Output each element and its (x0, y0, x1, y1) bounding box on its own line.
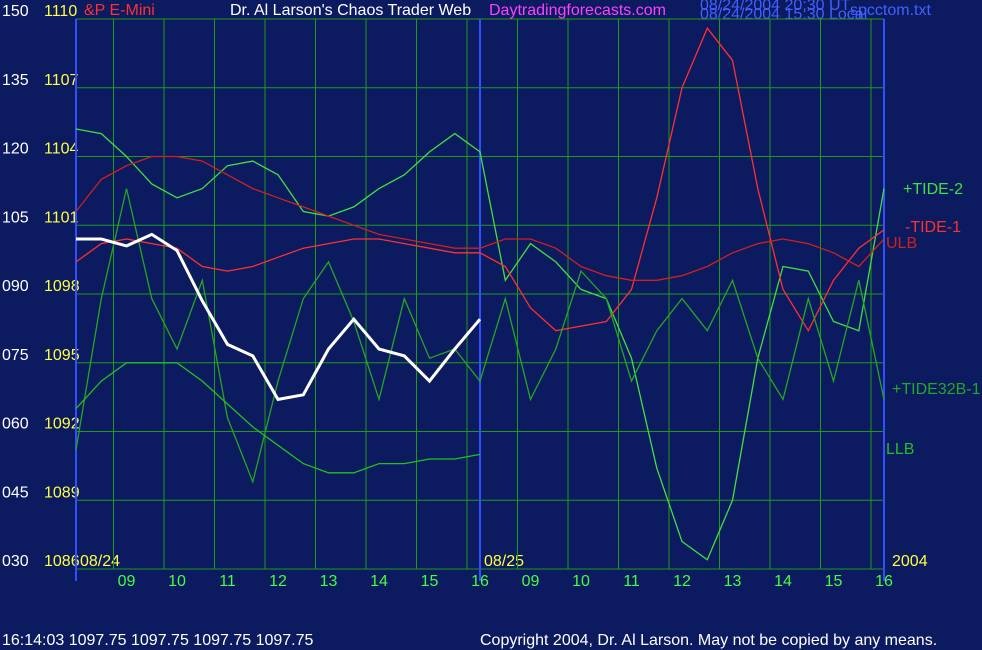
y-tick-label: 090 (2, 278, 29, 295)
y2-tick-label: 1089 (44, 484, 80, 501)
y2-tick-label: 1110 (44, 3, 77, 20)
x-tick-label: 14 (774, 573, 792, 590)
timestamp: 08/24/2004 20:30 UT (700, 0, 851, 14)
x-tick-label: 16 (471, 573, 489, 590)
chart-title: Dr. Al Larson's Chaos Trader Web (230, 2, 471, 19)
date-label: 08/24 (80, 553, 120, 570)
x-tick-label: 10 (168, 573, 186, 590)
x-tick-label: 15 (825, 573, 843, 590)
filename: spcctom.txt (850, 2, 931, 19)
date-label: 2004 (892, 553, 928, 570)
instrument: &P E-Mini (84, 2, 155, 19)
y2-tick-label: 1107 (44, 72, 79, 89)
legend-label: +TIDE32B-1 (892, 381, 981, 398)
copyright: Copyright 2004, Dr. Al Larson. May not b… (480, 632, 937, 649)
date-label: 08/25 (484, 553, 524, 570)
y2-tick-label: 1086 (44, 553, 80, 570)
x-tick-label: 13 (724, 573, 742, 590)
x-tick-label: 11 (219, 573, 236, 590)
series-line (75, 128, 885, 561)
legend-label: ULB (886, 235, 917, 252)
y2-tick-label: 1095 (44, 347, 80, 364)
y-tick-label: 105 (2, 209, 29, 226)
y-tick-label: 150 (2, 3, 29, 20)
y2-tick-label: 1092 (44, 416, 80, 433)
y2-tick-label: 1098 (44, 278, 80, 295)
x-tick-label: 16 (875, 573, 893, 590)
series-line (75, 362, 481, 474)
y-tick-label: 030 (2, 553, 29, 570)
series-line (76, 232, 482, 402)
y-tick-label: 120 (2, 141, 29, 158)
x-tick-label: 12 (673, 573, 691, 590)
x-tick-label: 13 (320, 573, 338, 590)
series-line (75, 26, 885, 333)
x-tick-label: 15 (421, 573, 439, 590)
x-tick-label: 11 (623, 573, 640, 590)
y-tick-label: 075 (2, 347, 29, 364)
series-line (75, 188, 885, 485)
y-tick-label: 060 (2, 416, 29, 433)
y-tick-label: 045 (2, 484, 29, 501)
x-tick-label: 10 (572, 573, 590, 590)
status: 16:14:03 1097.75 1097.75 1097.75 1097.75 (2, 632, 314, 649)
website: Daytradingforecasts.com (489, 2, 666, 19)
legend-label: LLB (886, 441, 914, 458)
y2-tick-label: 1101 (44, 209, 79, 226)
x-tick-label: 09 (522, 573, 540, 590)
legend-label: +TIDE-2 (903, 181, 963, 198)
x-tick-label: 14 (370, 573, 388, 590)
y2-tick-label: 1104 (44, 141, 79, 158)
x-tick-label: 09 (118, 573, 136, 590)
series-line (75, 155, 885, 281)
timestamp: 08/24/2004 15:30 Local (700, 6, 867, 23)
x-tick-label: 12 (269, 573, 287, 590)
legend-label: -TIDE-1 (905, 219, 961, 236)
y-tick-label: 135 (2, 72, 29, 89)
